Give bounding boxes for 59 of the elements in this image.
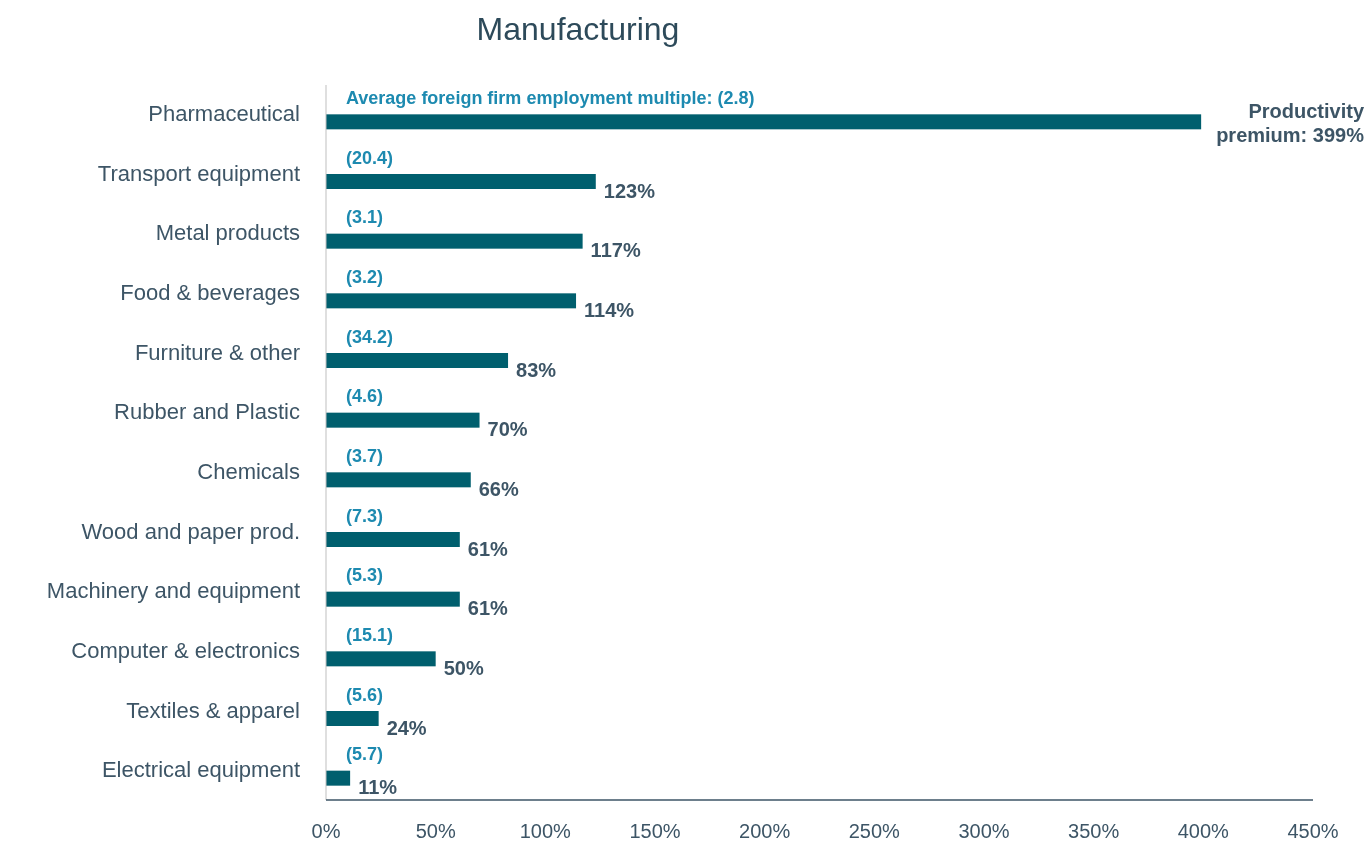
data-label: 11% (358, 776, 398, 799)
bar (326, 651, 436, 667)
annotation: (5.7) (346, 744, 384, 765)
x-tick-label: 350% (1068, 820, 1120, 841)
x-tick-label: 150% (629, 820, 681, 841)
bar (326, 532, 460, 547)
y-tick-label: Pharmaceutical (148, 100, 300, 126)
y-tick-label: Textiles & apparel (126, 697, 300, 723)
bar (326, 711, 379, 726)
bar (326, 233, 583, 249)
chart-title: Manufacturing (476, 11, 680, 47)
data-label: 24% (386, 716, 427, 739)
data-label: 123% (603, 179, 656, 202)
x-tick-label: 450% (1287, 820, 1339, 841)
data-label: 117% (590, 239, 641, 262)
data-label: 61% (467, 597, 509, 620)
data-label: 70% (487, 418, 528, 441)
y-tick-label: Metal products (155, 220, 300, 246)
x-tick-label: 50% (415, 820, 456, 841)
annotation: (3.2) (346, 266, 384, 287)
bar (326, 353, 509, 368)
bar (326, 114, 1202, 130)
y-tick-label: Transport equipment (97, 160, 300, 186)
y-tick-label: Food & beverages (120, 279, 300, 305)
annotation: (15.1) (346, 624, 394, 645)
data-label: Productivity premium: 399% (1216, 99, 1365, 146)
x-tick-label: 200% (739, 820, 791, 841)
bar (326, 591, 460, 607)
annotation: (4.6) (346, 386, 384, 407)
annotation: (5.6) (346, 684, 384, 705)
annotation: (5.3) (346, 565, 384, 586)
x-tick-label: 400% (1177, 820, 1230, 841)
data-label: 61% (467, 537, 509, 560)
bar (326, 174, 596, 189)
bar (326, 293, 577, 309)
y-tick-label: Chemicals (197, 458, 300, 484)
x-tick-label: 250% (848, 820, 901, 841)
y-tick-label: Computer & electronics (71, 637, 300, 663)
x-tick-label: 0% (311, 820, 341, 841)
annotation: (20.4) (346, 147, 394, 168)
data-label: 66% (478, 477, 520, 500)
y-tick-label: Electrical equipment (101, 757, 300, 783)
data-label: 114% (584, 298, 635, 321)
y-tick-label: Machinery and equipment (46, 578, 300, 604)
y-tick-label: Rubber and Plastic (114, 399, 300, 425)
annotation: (3.7) (346, 445, 384, 466)
annotation: (7.3) (346, 505, 384, 526)
y-tick-label: Furniture & other (134, 339, 300, 365)
x-tick-label: 100% (519, 820, 572, 841)
x-tick-label: 300% (958, 820, 1010, 841)
annotation: (3.1) (346, 207, 384, 228)
bar (326, 412, 480, 428)
annotation: (34.2) (346, 326, 394, 347)
data-label: 50% (443, 656, 484, 679)
bar (326, 472, 471, 488)
bar (326, 770, 351, 786)
data-label: 83% (516, 358, 557, 381)
y-tick-label: Wood and paper prod. (81, 518, 300, 544)
annotation: Average foreign firm employment multiple: (2.8) (346, 87, 755, 108)
